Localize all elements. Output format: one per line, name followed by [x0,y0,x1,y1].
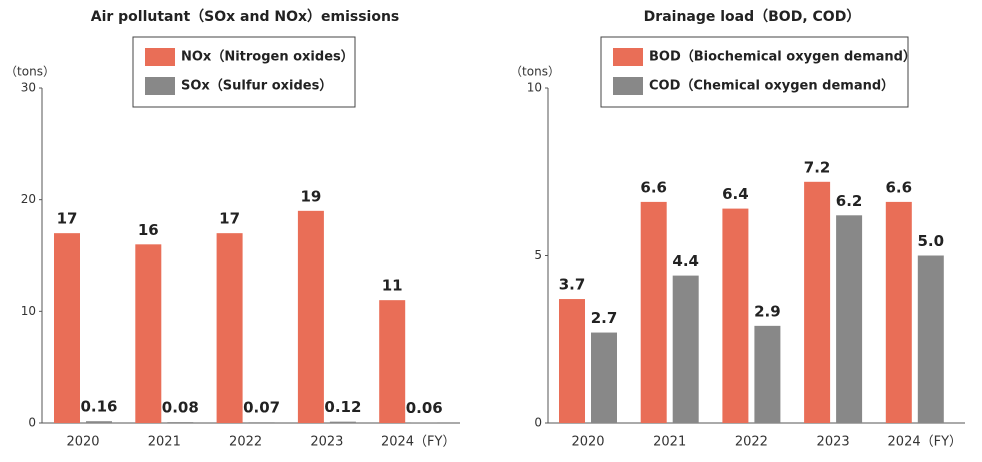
bar [591,332,617,423]
bar [297,210,324,423]
chart-title: Air pollutant（SOx and NOx）emissions [91,9,400,25]
bar [917,255,944,423]
x-tick-label: 2020 [66,435,99,450]
data-label: 2.7 [591,309,618,327]
bar [248,422,275,423]
bar [722,208,749,423]
bar [640,201,667,423]
bar [559,299,585,423]
data-label: 6.6 [640,178,667,196]
bar [86,421,112,423]
legend-label: BOD（Biochemical oxygen demand） [649,49,916,65]
x-tick-label: 2022 [229,435,262,450]
bar [754,325,781,423]
data-label: 11 [382,277,403,295]
data-label: 0.16 [80,398,117,416]
y-tick-label: 10 [21,304,36,318]
y-axis-unit: （tons） [5,65,55,79]
y-tick-label: 10 [527,81,542,95]
legend-swatch [145,48,175,66]
bar [167,422,194,423]
legend-swatch [145,77,175,95]
x-tick-label: 2022 [735,435,768,450]
y-tick-label: 0 [534,416,542,430]
legend-label: SOx（Sulfur oxides） [181,78,332,94]
y-tick-label: 5 [534,248,542,262]
bar [54,233,80,423]
bar [216,233,243,423]
data-label: 7.2 [804,158,831,176]
bar [672,275,699,423]
x-tick-label: 2023 [817,435,850,450]
data-label: 6.2 [836,192,863,210]
bar [411,422,438,423]
data-label: 5.0 [918,232,945,250]
y-tick-label: 30 [21,81,36,95]
x-tick-label: 2021 [148,435,181,450]
legend-swatch [613,77,643,95]
x-tick-label: 2023 [310,435,343,450]
bar [379,300,406,423]
data-label: 6.4 [722,185,749,203]
data-label: 0.12 [324,398,361,416]
bar [836,215,863,423]
y-tick-label: 0 [28,416,36,430]
y-axis-unit: （tons） [510,65,560,79]
data-label: 0.07 [243,399,280,417]
bar [885,201,912,423]
data-label: 17 [57,210,78,228]
data-label: 2.9 [754,302,781,320]
data-label: 16 [138,221,159,239]
legend-swatch [613,48,643,66]
data-label: 4.4 [672,252,699,270]
legend-label: NOx（Nitrogen oxides） [181,49,354,65]
bar [135,244,162,423]
legend-box [132,36,356,108]
data-label: 17 [219,210,240,228]
data-label: 3.7 [559,276,586,294]
chart-title: Drainage load（BOD, COD） [644,9,861,25]
data-label: 0.08 [162,399,199,417]
data-label: 6.6 [886,178,913,196]
bar [804,181,831,423]
data-label: 19 [300,187,321,205]
legend-label: COD（Chemical oxygen demand） [649,78,894,94]
legend-box [600,36,909,108]
x-tick-label: 2024（FY） [888,435,963,450]
y-tick-label: 20 [21,192,36,206]
x-tick-label: 2024（FY） [381,435,456,450]
data-label: 0.06 [406,399,443,417]
x-tick-label: 2020 [571,435,604,450]
x-tick-label: 2021 [653,435,686,450]
bar [329,421,356,423]
